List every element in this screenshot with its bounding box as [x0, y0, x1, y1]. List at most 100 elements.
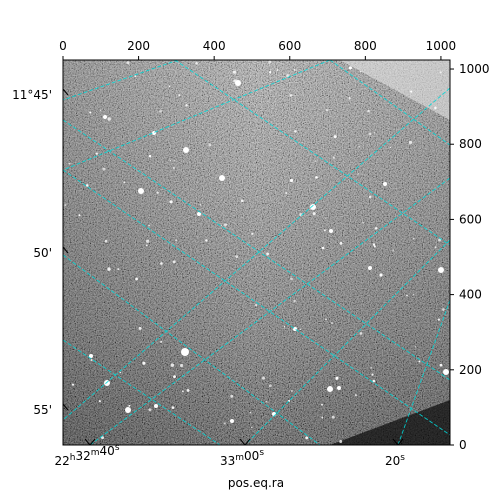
star [439, 71, 442, 74]
star [325, 108, 329, 112]
star [333, 135, 337, 139]
star [286, 74, 290, 78]
star [374, 227, 378, 230]
grid-line [63, 254, 321, 445]
star [348, 97, 351, 100]
star [285, 192, 288, 195]
star [126, 61, 130, 65]
star [103, 115, 107, 119]
dec-tick [62, 88, 69, 96]
star [331, 415, 335, 419]
star [148, 224, 150, 227]
star [379, 273, 383, 277]
star [168, 85, 171, 87]
star [406, 294, 408, 297]
image-frame [62, 59, 451, 446]
star [171, 406, 175, 409]
star [414, 346, 416, 348]
star [208, 143, 212, 147]
grid-line [63, 169, 450, 436]
star [104, 380, 110, 386]
ra-tick [392, 438, 399, 446]
star [186, 388, 190, 392]
star [325, 318, 327, 320]
star [249, 412, 251, 414]
top-pixel-axis: 0 200 400 600 800 1000 [59, 39, 456, 60]
star [329, 229, 333, 233]
star [138, 326, 142, 330]
ra-tick [239, 438, 246, 446]
star [148, 154, 152, 158]
star [134, 75, 137, 77]
ra-tick [244, 438, 251, 446]
star [64, 203, 67, 207]
star [172, 260, 176, 264]
star [383, 182, 387, 186]
star [135, 277, 138, 281]
star [289, 94, 293, 97]
star [101, 436, 104, 440]
star [89, 111, 92, 114]
star [95, 152, 98, 155]
star [240, 199, 244, 203]
star [251, 426, 253, 429]
star [232, 70, 237, 74]
star [181, 348, 189, 356]
ra-tick [89, 438, 96, 446]
star [370, 366, 372, 369]
star [392, 249, 395, 252]
star [368, 132, 372, 136]
top-tick-label: 400 [203, 39, 226, 53]
star [233, 79, 237, 83]
star [117, 268, 120, 271]
ra-axis-label: pos.eq.ra [228, 476, 284, 490]
star [195, 61, 198, 65]
grid-line [89, 177, 450, 445]
top-tick-label: 600 [278, 39, 301, 53]
star [443, 369, 449, 375]
star [173, 375, 176, 378]
top-tick-label: 0 [59, 39, 67, 53]
star [199, 204, 202, 206]
star [339, 440, 343, 443]
star [314, 160, 316, 163]
grid-line [63, 87, 450, 421]
star [98, 400, 101, 403]
dec-tick [62, 403, 69, 411]
ra-tick [84, 438, 91, 446]
star [294, 130, 297, 133]
star [437, 318, 441, 321]
right-tick-label: 200 [459, 363, 482, 377]
star [315, 176, 318, 179]
star [183, 147, 189, 153]
star [251, 232, 254, 235]
right-tick-label: 600 [459, 212, 482, 226]
star [268, 60, 272, 64]
grid-line [63, 339, 221, 445]
star [418, 360, 421, 363]
star [410, 90, 413, 93]
star [185, 103, 188, 107]
star [180, 363, 184, 368]
star [283, 326, 286, 328]
star [268, 70, 272, 74]
right-tick-label: 400 [459, 288, 482, 302]
star [154, 404, 158, 408]
star [119, 371, 122, 374]
star [332, 156, 335, 159]
star [373, 245, 376, 248]
star [266, 252, 269, 256]
star [220, 224, 222, 227]
star [107, 117, 111, 121]
star [68, 162, 71, 165]
star [156, 191, 159, 194]
star [293, 68, 296, 71]
star [160, 340, 163, 343]
right-pixel-axis: 0 200 400 600 800 1000 [450, 62, 490, 452]
star [230, 419, 234, 423]
star [182, 390, 184, 393]
star [413, 294, 415, 296]
star [145, 239, 150, 243]
star [178, 94, 181, 97]
star [438, 238, 441, 242]
